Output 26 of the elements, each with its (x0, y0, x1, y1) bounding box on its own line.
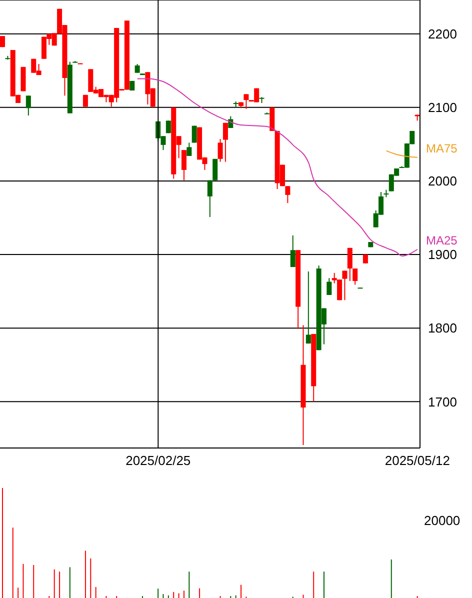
candlestick (26, 95, 31, 116)
candlestick (166, 120, 171, 134)
candlestick (244, 94, 249, 110)
candlestick (222, 122, 228, 162)
y-tick-label: 2200 (428, 26, 457, 42)
y-tick-label: 2000 (428, 174, 457, 189)
y-tick-label: 1900 (428, 247, 457, 262)
candlestick (218, 138, 223, 162)
y-tick-label: 1800 (428, 320, 457, 336)
candlestick (285, 186, 290, 204)
candlestick (290, 234, 296, 268)
candlestick (306, 270, 311, 344)
candlestick (342, 270, 348, 301)
series-label: MA25 (426, 233, 458, 248)
candlestick (181, 150, 186, 181)
candlestick (352, 268, 358, 286)
x-tick-label: 2025/05/12 (384, 453, 450, 468)
candlestick (347, 247, 352, 282)
series-label: MA75 (426, 141, 458, 156)
y-tick-label: 1700 (428, 394, 457, 410)
y-tick-label: 2100 (428, 100, 457, 116)
candlestick (326, 278, 332, 296)
text: 20000 (424, 513, 460, 528)
candlestick (207, 180, 212, 218)
x-tick-label: 2025/02/25 (126, 453, 191, 468)
candlestick (186, 142, 192, 156)
